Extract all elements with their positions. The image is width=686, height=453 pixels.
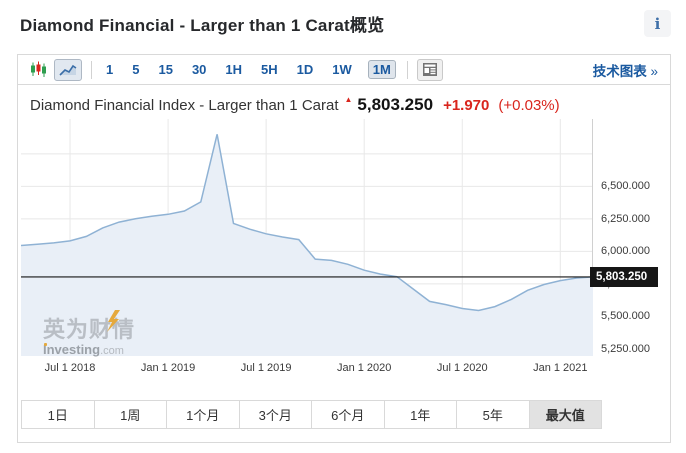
interval-group: 1 5 15 30 1H 5H 1D 1W 1M — [103, 60, 396, 79]
technical-chart-label: 技术图表 — [592, 63, 647, 79]
chart-plot-area[interactable] — [21, 119, 593, 356]
range-button-6[interactable]: 1年 — [384, 401, 457, 428]
interval-5[interactable]: 5 — [132, 62, 140, 77]
price-change-percent: (+0.03%) — [498, 97, 560, 114]
range-button-3[interactable]: 1个月 — [167, 401, 240, 428]
watermark-cn: 英为财情 — [43, 310, 135, 344]
x-axis-label: Jul 1 2018 — [44, 362, 96, 374]
last-price-badge: 5,803.250 — [590, 266, 658, 287]
toolbar-separator — [91, 60, 92, 79]
watermark-en: Investing.com — [43, 342, 124, 357]
y-axis-label: 5,500.000 — [601, 310, 650, 323]
instrument-name: Diamond Financial Index - Larger than 1 … — [30, 97, 339, 114]
candlestick-chart-icon[interactable] — [30, 61, 47, 78]
watermark-bolt-icon — [107, 310, 120, 332]
quote-card: 1 5 15 30 1H 5H 1D 1W 1M 技术图表 » Diamond Financia… — [17, 54, 671, 443]
range-button-1[interactable]: 1日 — [22, 401, 95, 428]
last-price: 5,803.250 — [357, 95, 434, 114]
range-button-4[interactable]: 3个月 — [239, 401, 312, 428]
x-axis-label: Jan 1 2021 — [533, 362, 588, 374]
y-axis-label: 6,500.000 — [601, 180, 650, 193]
range-button-8[interactable]: 最大值 — [529, 401, 601, 428]
interval-15[interactable]: 15 — [158, 62, 173, 77]
quote-row: Diamond Financial Index - Larger than 1 … — [30, 95, 658, 115]
page-header: Diamond Financial - Larger than 1 Carat概… — [20, 10, 671, 37]
interval-1[interactable]: 1 — [106, 62, 114, 77]
page-title: Diamond Financial - Larger than 1 Carat概… — [20, 16, 385, 35]
x-axis-label: Jul 1 2020 — [436, 362, 488, 374]
x-axis-label: Jan 1 2020 — [336, 362, 392, 374]
interval-5h[interactable]: 5H — [261, 62, 278, 77]
toolbar-separator — [406, 60, 408, 79]
x-axis-label: Jul 1 2019 — [240, 362, 292, 374]
line-chart-icon[interactable] — [54, 58, 82, 81]
interval-1d[interactable]: 1D — [296, 62, 314, 77]
y-axis-label: 6,250.000 — [601, 212, 650, 225]
range-button-5[interactable]: 6个月 — [312, 401, 385, 428]
range-button-7[interactable]: 5年 — [457, 401, 530, 428]
price-change: +1.970 — [443, 97, 490, 114]
watermark-dot — [43, 343, 47, 346]
y-axis-label: 5,250.000 — [601, 342, 650, 355]
price-chart[interactable]: 6,500.0006,250.0006,000.0005,750.0005,50… — [18, 119, 670, 384]
interval-30[interactable]: 30 — [191, 62, 207, 77]
news-panel-icon[interactable] — [416, 58, 443, 81]
technical-chart-link[interactable]: 技术图表 » — [593, 60, 658, 80]
interval-1h[interactable]: 1H — [225, 62, 243, 77]
range-button-row: 1日 1周 1个月 3个月 6个月 1年 5年 最大值 — [21, 400, 602, 429]
info-icon[interactable]: i — [644, 10, 671, 37]
chevron-right-icon: » — [650, 63, 658, 79]
range-button-2[interactable]: 1周 — [94, 401, 167, 428]
up-arrow-icon: ▲ — [344, 95, 353, 104]
watermark: 英为财情 Investing.com — [43, 310, 135, 357]
interval-1m[interactable]: 1M — [367, 60, 396, 79]
watermark-tld: .com — [100, 345, 124, 357]
chart-toolbar: 1 5 15 30 1H 5H 1D 1W 1M 技术图表 » — [18, 55, 670, 85]
y-axis-label: 6,000.000 — [601, 245, 650, 258]
x-axis-label: Jan 1 2019 — [140, 362, 196, 374]
interval-1w[interactable]: 1W — [332, 62, 352, 77]
